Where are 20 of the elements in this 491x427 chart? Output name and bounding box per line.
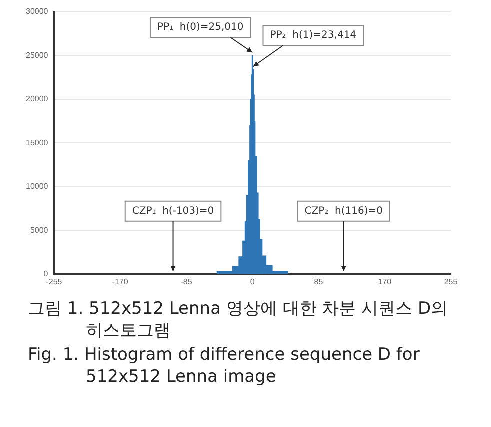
x-tick-label: -85 <box>180 277 193 286</box>
annotation: CZP₁ h(-103)=0 <box>132 206 214 218</box>
x-tick-label: -255 <box>46 277 63 286</box>
y-tick-label: 30000 <box>26 7 49 16</box>
x-tick-label: -170 <box>112 277 129 286</box>
x-tick-label: 255 <box>444 277 458 286</box>
annotation: PP₂ h(1)=23,414 <box>270 30 357 42</box>
y-tick-label: 20000 <box>26 94 49 104</box>
y-tick-label: 25000 <box>26 50 49 60</box>
y-tick-label: 5000 <box>30 226 49 235</box>
caption: 그림 1. 512x512 Lenna 영상에 대한 차분 시퀀스 D의 히스토그램 <box>28 298 450 342</box>
y-tick-label: 15000 <box>26 138 49 148</box>
y-tick-label: 0 <box>44 270 49 279</box>
x-tick-label: 170 <box>378 277 392 286</box>
y-tick-label: 10000 <box>26 182 49 192</box>
caption: Fig. 1. Histogram of difference sequence D for 512x512 Lenna image <box>28 344 421 388</box>
annotation: PP₁ h(0)=25,010 <box>157 22 244 34</box>
annotation: CZP₂ h(116)=0 <box>304 206 383 218</box>
x-tick-label: 85 <box>314 277 324 286</box>
x-tick-label: 0 <box>250 277 256 286</box>
